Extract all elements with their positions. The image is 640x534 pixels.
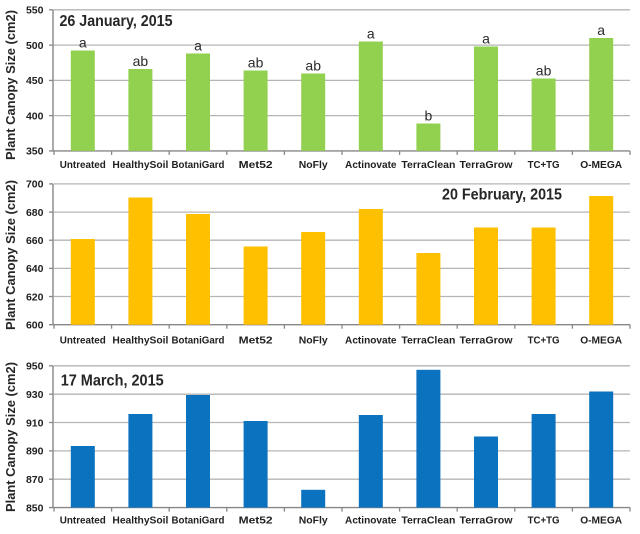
svg-text:850: 850 (26, 502, 44, 514)
svg-text:a: a (597, 22, 605, 38)
svg-text:NoFly: NoFly (299, 514, 328, 526)
svg-text:Untreated: Untreated (60, 514, 106, 526)
svg-text:680: 680 (26, 207, 44, 219)
svg-text:ab: ab (536, 63, 552, 79)
svg-text:TC+TG: TC+TG (528, 159, 560, 171)
svg-text:TerraClean: TerraClean (401, 335, 455, 347)
svg-text:550: 550 (26, 5, 44, 17)
svg-text:Actinovate: Actinovate (345, 159, 397, 171)
svg-text:870: 870 (26, 474, 44, 486)
svg-text:350: 350 (26, 146, 44, 158)
svg-text:HealthySoil: HealthySoil (112, 514, 168, 526)
svg-text:a: a (79, 35, 87, 51)
svg-text:Plant Canopy Size (cm2): Plant Canopy Size (cm2) (3, 10, 18, 160)
svg-text:NoFly: NoFly (299, 159, 328, 171)
svg-text:ab: ab (248, 55, 264, 71)
svg-text:TC+TG: TC+TG (528, 335, 560, 347)
svg-text:BotaniGard: BotaniGard (172, 335, 225, 347)
svg-text:BotaniGard: BotaniGard (172, 159, 225, 171)
svg-text:a: a (194, 38, 202, 54)
svg-text:26 January, 2015: 26 January, 2015 (60, 13, 173, 30)
svg-text:Plant Canopy Size (cm2): Plant Canopy Size (cm2) (3, 180, 18, 330)
svg-text:600: 600 (26, 320, 44, 332)
svg-text:Met52: Met52 (239, 335, 273, 347)
svg-text:500: 500 (26, 40, 44, 52)
svg-text:400: 400 (26, 110, 44, 122)
svg-text:Met52: Met52 (239, 159, 273, 171)
svg-text:Plant Canopy Size (cm2): Plant Canopy Size (cm2) (3, 362, 18, 512)
svg-text:b: b (425, 108, 433, 124)
svg-text:17 March, 2015: 17 March, 2015 (61, 373, 164, 390)
svg-text:a: a (482, 31, 490, 47)
svg-text:450: 450 (26, 75, 44, 87)
svg-text:TerraClean: TerraClean (401, 514, 455, 526)
svg-text:930: 930 (26, 389, 44, 401)
svg-text:Actinovate: Actinovate (345, 335, 397, 347)
svg-text:700: 700 (26, 179, 44, 191)
svg-text:640: 640 (26, 263, 44, 275)
svg-text:TC+TG: TC+TG (528, 514, 560, 526)
svg-text:Actinovate: Actinovate (345, 514, 397, 526)
svg-text:TerraGrow: TerraGrow (460, 514, 514, 526)
svg-text:TerraGrow: TerraGrow (460, 159, 514, 171)
svg-text:ab: ab (305, 58, 321, 74)
svg-text:NoFly: NoFly (299, 335, 328, 347)
svg-text:Untreated: Untreated (60, 335, 106, 347)
svg-text:O-MEGA: O-MEGA (580, 514, 622, 526)
svg-text:Met52: Met52 (239, 514, 273, 526)
svg-text:Untreated: Untreated (60, 159, 106, 171)
svg-text:HealthySoil: HealthySoil (112, 335, 168, 347)
svg-text:a: a (367, 26, 375, 42)
svg-text:TerraClean: TerraClean (401, 159, 455, 171)
svg-text:660: 660 (26, 235, 44, 247)
svg-text:910: 910 (26, 417, 44, 429)
svg-text:BotaniGard: BotaniGard (172, 514, 225, 526)
svg-text:950: 950 (26, 361, 44, 373)
svg-text:20 February, 2015: 20 February, 2015 (442, 187, 562, 204)
svg-text:O-MEGA: O-MEGA (580, 335, 622, 347)
svg-text:HealthySoil: HealthySoil (112, 159, 168, 171)
svg-text:ab: ab (133, 53, 149, 69)
svg-text:890: 890 (26, 446, 44, 458)
svg-text:O-MEGA: O-MEGA (580, 159, 622, 171)
svg-text:620: 620 (26, 291, 44, 303)
svg-text:TerraGrow: TerraGrow (460, 335, 514, 347)
